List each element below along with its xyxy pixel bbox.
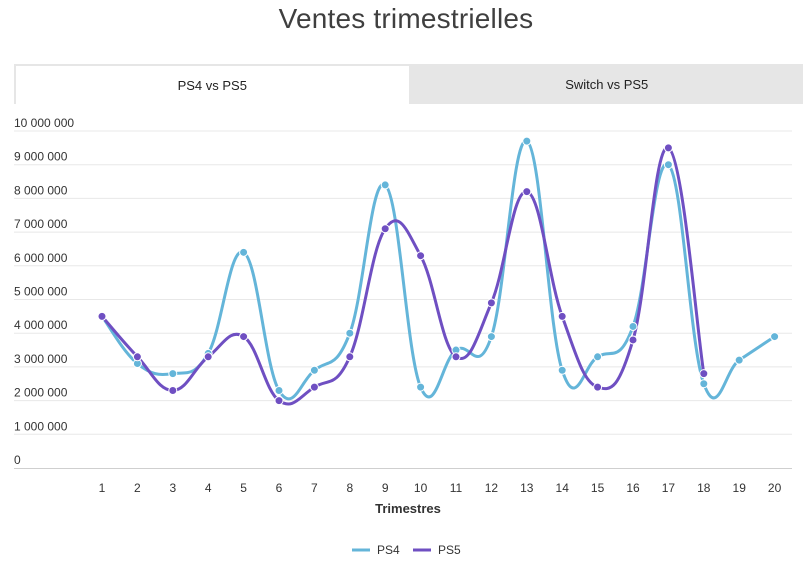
data-point-ps4[interactable]: [557, 365, 567, 375]
y-tick-label: 3 000 000: [14, 352, 68, 366]
series-points: [97, 136, 780, 406]
y-tick-label: 9 000 000: [14, 150, 68, 164]
data-point-ps4[interactable]: [770, 332, 780, 342]
x-tick-label: 15: [591, 481, 605, 495]
x-tick-label: 17: [662, 481, 676, 495]
y-tick-label: 5 000 000: [14, 285, 68, 299]
data-point-ps5[interactable]: [132, 352, 142, 362]
data-point-ps4[interactable]: [734, 355, 744, 365]
x-tick-label: 13: [520, 481, 534, 495]
data-point-ps5[interactable]: [663, 143, 673, 153]
data-point-ps4[interactable]: [345, 328, 355, 338]
x-tick-label: 5: [240, 481, 247, 495]
x-tick-label: 9: [382, 481, 389, 495]
data-point-ps5[interactable]: [416, 251, 426, 261]
x-axis-tick-labels: 1 2 3 4 5 6 7 8 9 10 11 12 13 14 15 16 17 18 19 20: [99, 481, 782, 495]
data-point-ps4[interactable]: [416, 382, 426, 392]
data-point-ps4[interactable]: [486, 332, 496, 342]
x-tick-label: 16: [626, 481, 640, 495]
x-tick-label: 6: [276, 481, 283, 495]
y-tick-label: 8 000 000: [14, 183, 68, 197]
data-point-ps4[interactable]: [699, 379, 709, 389]
x-axis-title: Trimestres: [375, 501, 441, 516]
data-point-ps4[interactable]: [593, 352, 603, 362]
data-point-ps5[interactable]: [557, 311, 567, 321]
series-lines: [100, 139, 776, 406]
x-tick-label: 7: [311, 481, 318, 495]
line-chart: 0 1 000 000 2 000 000 3 000 000 4 000 000 5 0…: [14, 116, 792, 557]
data-point-ps5[interactable]: [168, 385, 178, 395]
y-axis-tick-labels: 0 1 000 000 2 000 000 3 000 000 4 000 000 5 0…: [14, 116, 74, 467]
legend-item-ps4[interactable]: PS4: [352, 543, 400, 557]
x-tick-label: 18: [697, 481, 711, 495]
legend-label: PS5: [438, 543, 461, 557]
data-point-ps4[interactable]: [628, 321, 638, 331]
y-tick-label: 2 000 000: [14, 386, 68, 400]
data-point-ps4[interactable]: [168, 369, 178, 379]
x-tick-label: 19: [733, 481, 747, 495]
tab-switch-vs-ps5[interactable]: Switch vs PS5: [410, 64, 803, 104]
chart-title: Ventes trimestrielles: [278, 3, 534, 34]
y-tick-label: 7 000 000: [14, 217, 68, 231]
data-point-ps5[interactable]: [628, 335, 638, 345]
data-point-ps4[interactable]: [274, 385, 284, 395]
y-tick-label: 4 000 000: [14, 318, 68, 332]
x-tick-label: 12: [485, 481, 499, 495]
data-point-ps4[interactable]: [309, 365, 319, 375]
y-tick-label: 1 000 000: [14, 419, 68, 433]
data-point-ps5[interactable]: [451, 352, 461, 362]
legend-item-ps5[interactable]: PS5: [413, 543, 461, 557]
data-point-ps5[interactable]: [274, 396, 284, 406]
x-tick-label: 8: [346, 481, 353, 495]
chart-tabs: PS4 vs PS5 Switch vs PS5: [14, 64, 803, 104]
x-tick-label: 2: [134, 481, 141, 495]
data-point-ps5[interactable]: [203, 352, 213, 362]
data-point-ps5[interactable]: [97, 311, 107, 321]
y-tick-label: 10 000 000: [14, 116, 74, 130]
data-point-ps4[interactable]: [380, 180, 390, 190]
legend: PS4 PS5: [352, 543, 461, 557]
data-point-ps5[interactable]: [522, 187, 532, 197]
legend-label: PS4: [377, 543, 400, 557]
x-tick-label: 1: [99, 481, 106, 495]
data-point-ps4[interactable]: [239, 247, 249, 257]
x-tick-label: 10: [414, 481, 428, 495]
data-point-ps5[interactable]: [699, 369, 709, 379]
tab-ps4-vs-ps5[interactable]: PS4 vs PS5: [14, 64, 411, 104]
data-point-ps5[interactable]: [486, 298, 496, 308]
data-point-ps5[interactable]: [345, 352, 355, 362]
y-tick-label: 6 000 000: [14, 251, 68, 265]
data-point-ps5[interactable]: [380, 224, 390, 234]
x-tick-label: 14: [556, 481, 570, 495]
x-tick-label: 20: [768, 481, 782, 495]
x-tick-label: 11: [450, 481, 463, 495]
data-point-ps4[interactable]: [522, 136, 532, 146]
y-tick-label: 0: [14, 453, 21, 467]
data-point-ps5[interactable]: [239, 332, 249, 342]
x-tick-label: 4: [205, 481, 212, 495]
x-tick-label: 3: [169, 481, 176, 495]
data-point-ps5[interactable]: [309, 382, 319, 392]
data-point-ps4[interactable]: [663, 160, 673, 170]
data-point-ps5[interactable]: [593, 382, 603, 392]
